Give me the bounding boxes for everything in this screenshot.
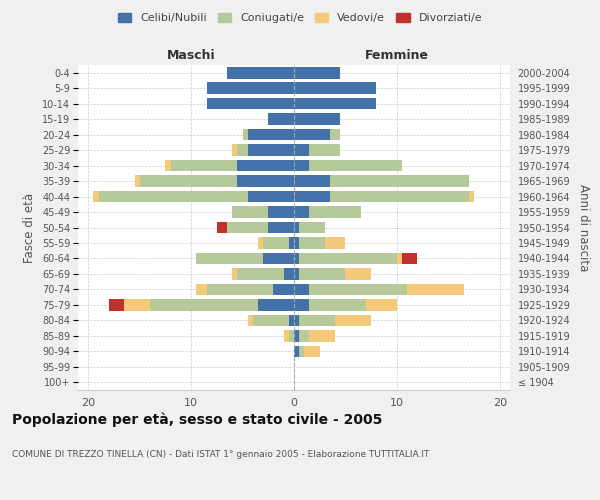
- Bar: [330, 176, 469, 187]
- Text: Femmine: Femmine: [365, 49, 429, 62]
- Bar: [253, 314, 289, 326]
- Bar: [299, 268, 346, 280]
- Bar: [206, 82, 294, 94]
- Bar: [289, 314, 294, 326]
- Bar: [140, 176, 238, 187]
- Bar: [294, 268, 299, 280]
- Bar: [238, 176, 294, 187]
- Bar: [310, 144, 340, 156]
- Bar: [299, 252, 397, 264]
- Bar: [206, 98, 294, 110]
- Bar: [238, 160, 294, 172]
- Bar: [284, 330, 289, 342]
- Bar: [294, 346, 299, 357]
- Bar: [346, 268, 371, 280]
- Bar: [232, 206, 268, 218]
- Bar: [94, 190, 98, 202]
- Bar: [294, 206, 310, 218]
- Bar: [242, 129, 248, 140]
- Bar: [248, 314, 253, 326]
- Bar: [294, 176, 330, 187]
- Bar: [124, 299, 150, 310]
- Bar: [150, 299, 258, 310]
- Bar: [284, 268, 294, 280]
- Bar: [263, 252, 294, 264]
- Bar: [304, 346, 320, 357]
- Bar: [227, 222, 268, 234]
- Bar: [310, 299, 366, 310]
- Text: Popolazione per età, sesso e stato civile - 2005: Popolazione per età, sesso e stato civil…: [12, 412, 382, 427]
- Bar: [310, 284, 407, 295]
- Bar: [258, 237, 263, 249]
- Bar: [196, 284, 206, 295]
- Bar: [268, 114, 294, 125]
- Bar: [294, 299, 310, 310]
- Bar: [294, 114, 340, 125]
- Bar: [294, 330, 299, 342]
- Bar: [335, 314, 371, 326]
- Bar: [232, 268, 238, 280]
- Bar: [289, 330, 294, 342]
- Bar: [206, 284, 274, 295]
- Bar: [407, 284, 464, 295]
- Bar: [238, 268, 284, 280]
- Bar: [274, 284, 294, 295]
- Bar: [238, 144, 248, 156]
- Bar: [294, 98, 376, 110]
- Bar: [289, 237, 294, 249]
- Bar: [310, 160, 402, 172]
- Bar: [232, 144, 238, 156]
- Bar: [217, 222, 227, 234]
- Bar: [294, 82, 376, 94]
- Bar: [248, 129, 294, 140]
- Bar: [330, 190, 469, 202]
- Bar: [397, 252, 402, 264]
- Bar: [469, 190, 474, 202]
- Y-axis label: Anni di nascita: Anni di nascita: [577, 184, 590, 271]
- Bar: [268, 206, 294, 218]
- Bar: [258, 299, 294, 310]
- Bar: [166, 160, 170, 172]
- Bar: [299, 330, 310, 342]
- Bar: [325, 237, 346, 249]
- Bar: [294, 284, 310, 295]
- Bar: [170, 160, 238, 172]
- Bar: [299, 237, 325, 249]
- Bar: [366, 299, 397, 310]
- Text: COMUNE DI TREZZO TINELLA (CN) - Dati ISTAT 1° gennaio 2005 - Elaborazione TUTTIT: COMUNE DI TREZZO TINELLA (CN) - Dati IST…: [12, 450, 430, 459]
- Bar: [299, 314, 335, 326]
- Bar: [98, 190, 248, 202]
- Bar: [294, 160, 310, 172]
- Bar: [299, 346, 304, 357]
- Bar: [294, 67, 340, 78]
- Bar: [330, 129, 340, 140]
- Bar: [310, 206, 361, 218]
- Legend: Celibi/Nubili, Coniugati/e, Vedovi/e, Divorziati/e: Celibi/Nubili, Coniugati/e, Vedovi/e, Di…: [113, 8, 487, 28]
- Bar: [402, 252, 418, 264]
- Bar: [248, 144, 294, 156]
- Bar: [109, 299, 124, 310]
- Text: Maschi: Maschi: [167, 49, 215, 62]
- Bar: [134, 176, 140, 187]
- Bar: [294, 237, 299, 249]
- Bar: [310, 330, 335, 342]
- Bar: [196, 252, 263, 264]
- Bar: [294, 314, 299, 326]
- Bar: [227, 67, 294, 78]
- Y-axis label: Fasce di età: Fasce di età: [23, 192, 37, 262]
- Bar: [299, 222, 325, 234]
- Bar: [294, 252, 299, 264]
- Bar: [294, 222, 299, 234]
- Bar: [294, 144, 310, 156]
- Bar: [263, 237, 289, 249]
- Bar: [294, 190, 330, 202]
- Bar: [294, 129, 330, 140]
- Bar: [248, 190, 294, 202]
- Bar: [268, 222, 294, 234]
